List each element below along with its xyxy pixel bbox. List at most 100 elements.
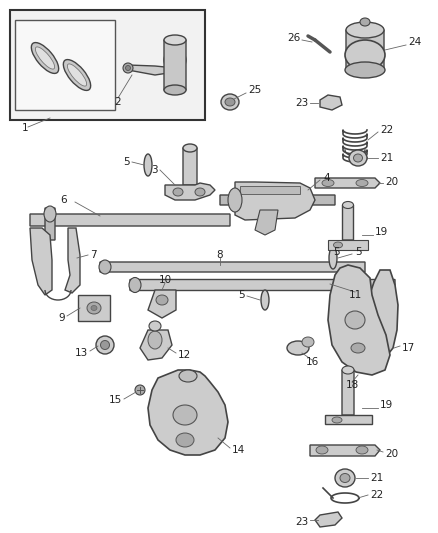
Ellipse shape (345, 311, 365, 329)
FancyBboxPatch shape (45, 208, 55, 240)
Ellipse shape (332, 417, 342, 423)
Ellipse shape (287, 341, 309, 355)
FancyBboxPatch shape (30, 214, 230, 226)
Ellipse shape (349, 150, 367, 166)
Text: 24: 24 (408, 37, 421, 47)
Ellipse shape (333, 242, 343, 248)
Ellipse shape (335, 469, 355, 487)
Ellipse shape (225, 98, 235, 106)
FancyBboxPatch shape (342, 370, 354, 415)
Ellipse shape (345, 40, 385, 70)
Ellipse shape (35, 47, 55, 69)
Text: 9: 9 (58, 313, 65, 323)
Polygon shape (148, 290, 176, 318)
Text: 19: 19 (375, 227, 388, 237)
Text: 26: 26 (287, 33, 300, 43)
Ellipse shape (346, 22, 384, 38)
Text: 14: 14 (232, 445, 245, 455)
Ellipse shape (345, 62, 385, 78)
Text: 23: 23 (295, 517, 308, 527)
Polygon shape (128, 65, 175, 75)
Ellipse shape (176, 433, 194, 447)
Ellipse shape (340, 473, 350, 482)
Text: 2: 2 (115, 97, 121, 107)
Polygon shape (65, 228, 80, 293)
Bar (240, 186, 300, 194)
Polygon shape (360, 270, 398, 360)
Text: 6: 6 (60, 195, 67, 205)
Ellipse shape (91, 305, 97, 311)
Ellipse shape (87, 302, 101, 314)
Text: 10: 10 (159, 275, 172, 285)
Polygon shape (315, 178, 380, 188)
Text: 22: 22 (380, 125, 393, 135)
Ellipse shape (96, 336, 114, 354)
Text: 22: 22 (370, 490, 383, 500)
Ellipse shape (164, 85, 186, 95)
Text: 19: 19 (380, 400, 393, 410)
Polygon shape (310, 445, 380, 456)
Polygon shape (328, 240, 368, 250)
Ellipse shape (351, 343, 365, 353)
Text: 13: 13 (75, 348, 88, 358)
Polygon shape (235, 182, 315, 220)
Ellipse shape (195, 188, 205, 196)
FancyBboxPatch shape (183, 148, 197, 185)
Text: 23: 23 (295, 98, 308, 108)
Text: 25: 25 (248, 85, 261, 95)
Ellipse shape (228, 188, 242, 212)
Ellipse shape (183, 144, 197, 152)
Ellipse shape (44, 206, 56, 222)
Ellipse shape (356, 446, 368, 454)
Text: 5: 5 (124, 157, 130, 167)
Ellipse shape (316, 446, 328, 454)
Ellipse shape (261, 290, 269, 310)
Ellipse shape (126, 66, 131, 70)
FancyBboxPatch shape (220, 195, 335, 205)
Ellipse shape (129, 278, 141, 293)
Ellipse shape (99, 260, 111, 274)
FancyBboxPatch shape (100, 262, 365, 272)
Ellipse shape (100, 341, 110, 350)
Polygon shape (140, 330, 172, 360)
Ellipse shape (149, 321, 161, 331)
Text: 5: 5 (238, 290, 245, 300)
Polygon shape (165, 183, 215, 200)
Polygon shape (320, 95, 342, 110)
Ellipse shape (156, 295, 168, 305)
Ellipse shape (342, 366, 354, 374)
Ellipse shape (329, 247, 337, 269)
Ellipse shape (64, 60, 91, 91)
FancyBboxPatch shape (346, 30, 384, 70)
Ellipse shape (173, 405, 197, 425)
Text: 15: 15 (109, 395, 122, 405)
Text: 16: 16 (305, 357, 318, 367)
Ellipse shape (67, 64, 87, 86)
FancyBboxPatch shape (343, 205, 353, 240)
Ellipse shape (135, 385, 145, 395)
Text: 5: 5 (355, 247, 362, 257)
Ellipse shape (302, 337, 314, 347)
Ellipse shape (164, 35, 186, 45)
Bar (15, 20, 115, 110)
FancyBboxPatch shape (130, 279, 395, 290)
Text: 21: 21 (380, 153, 393, 163)
Ellipse shape (360, 18, 370, 26)
Polygon shape (255, 210, 278, 235)
Polygon shape (30, 228, 52, 295)
Ellipse shape (322, 180, 334, 187)
Ellipse shape (356, 180, 368, 187)
Text: 5: 5 (333, 247, 339, 257)
Text: 20: 20 (385, 177, 398, 187)
Text: 7: 7 (90, 250, 97, 260)
Ellipse shape (144, 154, 152, 176)
Ellipse shape (343, 201, 353, 208)
Ellipse shape (353, 154, 363, 162)
Text: 1: 1 (22, 123, 28, 133)
Ellipse shape (148, 331, 162, 349)
Ellipse shape (123, 63, 133, 73)
Text: 3: 3 (152, 165, 158, 175)
Text: 18: 18 (346, 380, 359, 390)
Text: 21: 21 (370, 473, 383, 483)
Ellipse shape (164, 49, 186, 71)
